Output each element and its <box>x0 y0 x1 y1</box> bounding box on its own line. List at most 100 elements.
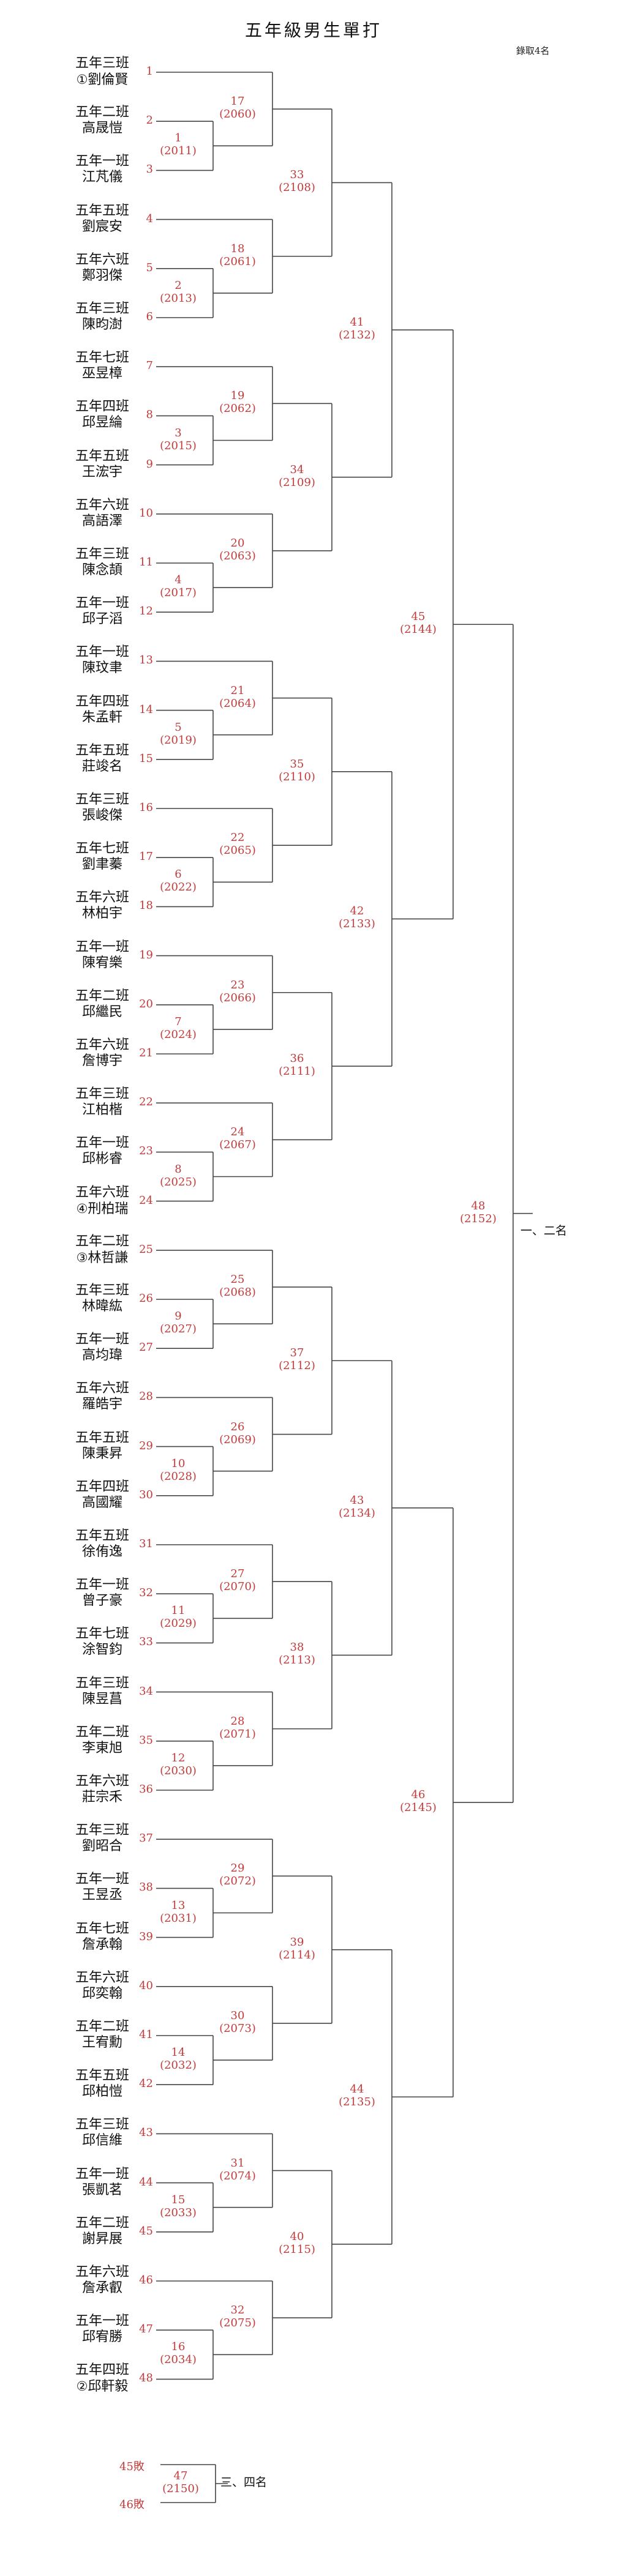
slot-number: 19 <box>139 948 153 961</box>
player-name-line: 陳昀澍 <box>56 317 148 333</box>
player-name: 陳昱菖 <box>81 1691 122 1707</box>
match-code: (2061) <box>219 255 256 268</box>
match-label: 21 (2064) <box>204 684 271 710</box>
match-label: 5 (2019) <box>145 721 212 747</box>
slot-number: 13 <box>139 654 153 667</box>
qualify-note: 錄取4名 <box>516 45 550 56</box>
player-name-line: 邱奕翰 <box>56 1986 148 2002</box>
match-number: 32 <box>230 2304 245 2317</box>
player-entry: 五年七班 劉聿蓁 <box>56 841 148 873</box>
player-name-line: 謝昇展 <box>56 2231 148 2247</box>
match-code: (2025) <box>160 1175 197 1189</box>
match-label: 9 (2027) <box>145 1310 212 1335</box>
slot-number: 15 <box>139 752 153 765</box>
player-name: 莊竣名 <box>81 758 122 774</box>
slot-number: 23 <box>139 1144 153 1158</box>
match-number: 20 <box>230 536 245 550</box>
player-name-line: 巫昱樟 <box>56 366 148 382</box>
match-code: (2067) <box>219 1138 256 1152</box>
seed-badge: ④ <box>76 1201 88 1216</box>
player-class: 五年一班 <box>75 2313 129 2329</box>
match-number: 17 <box>230 95 245 108</box>
slot-number: 48 <box>139 2372 153 2385</box>
player-name: 王浤宇 <box>81 464 122 480</box>
player-name: 邱信維 <box>81 2133 122 2149</box>
player-entry: 五年二班 謝昇展 <box>56 2216 148 2247</box>
match-number: 23 <box>230 978 245 991</box>
match-label: 32 (2075) <box>204 2304 271 2329</box>
match-number: 16 <box>171 2340 186 2354</box>
slot-number: 30 <box>139 1488 153 1501</box>
slot-number: 34 <box>139 1684 153 1698</box>
player-class: 五年六班 <box>75 252 129 267</box>
player-class: 五年一班 <box>75 1332 129 1348</box>
player-entry: 五年一班 江芃儀 <box>56 154 148 185</box>
slot-number: 6 <box>146 310 153 323</box>
match-code: (2134) <box>339 1506 375 1520</box>
player-class: 五年四班 <box>75 399 129 415</box>
player-name: 邱彬睿 <box>81 1151 122 1167</box>
match-number: 18 <box>230 242 245 255</box>
match-label: 42 (2133) <box>323 905 391 930</box>
slot-number: 28 <box>139 1390 153 1403</box>
player-name-line: 鄭羽傑 <box>56 268 148 284</box>
player-entry: 五年六班 羅皓宇 <box>56 1381 148 1413</box>
seed-badge: ① <box>76 72 88 87</box>
match-code: (2073) <box>219 2022 256 2035</box>
player-class: 五年五班 <box>75 203 129 218</box>
player-name-line: 莊宗禾 <box>56 1790 148 1805</box>
player-name: 陳秉昇 <box>81 1446 122 1462</box>
match-label: 27 (2070) <box>204 1567 271 1593</box>
slot-number: 20 <box>139 997 153 1010</box>
player-name: 高語澤 <box>81 513 122 529</box>
match-number: 33 <box>290 168 304 182</box>
player-name-line: 王宥勳 <box>56 2035 148 2051</box>
match-code: (2063) <box>219 549 256 562</box>
match-code: (2065) <box>219 844 256 857</box>
match-label: 47 (2150) <box>147 2470 214 2495</box>
match-label: 38 (2113) <box>263 1641 331 1667</box>
match-code: (2069) <box>219 1433 256 1446</box>
player-entry: 五年七班 詹承翰 <box>56 1921 148 1953</box>
player-name-line: 江柏楷 <box>56 1102 148 1118</box>
match-label: 6 (2022) <box>145 868 212 894</box>
player-name: 陳念頡 <box>81 562 122 578</box>
player-entry: 五年四班 邱昱綸 <box>56 399 148 431</box>
player-name: 詹博宇 <box>81 1053 122 1069</box>
slot-number: 26 <box>139 1292 153 1305</box>
slot-number: 2 <box>146 114 153 127</box>
match-number: 4 <box>175 573 182 587</box>
match-label: 33 (2108) <box>263 168 331 194</box>
match-code: (2064) <box>219 696 256 710</box>
player-entry: 五年二班 高晟愷 <box>56 105 148 136</box>
match-code: (2011) <box>160 144 197 158</box>
match-label: 7 (2024) <box>145 1015 212 1041</box>
match-code: (2029) <box>160 1617 197 1630</box>
player-entry: 五年五班 陳秉昇 <box>56 1430 148 1462</box>
match-number: 47 <box>173 2470 188 2482</box>
player-class: 五年六班 <box>75 1381 129 1397</box>
player-class: 五年二班 <box>75 2215 129 2231</box>
player-class: 五年五班 <box>75 1528 129 1544</box>
player-class: 五年六班 <box>75 2264 129 2280</box>
match-number: 44 <box>350 2083 364 2096</box>
player-name: 巫昱樟 <box>81 366 122 382</box>
player-class: 五年一班 <box>75 644 129 660</box>
player-class: 五年五班 <box>75 2068 129 2084</box>
match-number: 5 <box>175 720 182 734</box>
match-number: 8 <box>175 1162 182 1176</box>
match-label: 13 (2031) <box>145 1899 212 1925</box>
player-name: 王昱丞 <box>81 1887 122 1903</box>
player-name: 高均瑋 <box>81 1348 122 1364</box>
player-class: 五年三班 <box>75 2117 129 2133</box>
match-label: 8 (2025) <box>145 1163 212 1189</box>
player-name-line: 劉聿蓁 <box>56 857 148 873</box>
match-code: (2135) <box>339 2096 375 2109</box>
player-name: 林哲謙 <box>88 1250 129 1266</box>
player-class: 五年六班 <box>75 497 129 513</box>
match-label: 15 (2033) <box>145 2193 212 2219</box>
player-name-line: 劉宸安 <box>56 219 148 235</box>
player-name-line: 李東旭 <box>56 1741 148 1757</box>
match-number: 3 <box>175 426 182 439</box>
player-entry: 五年一班 陳宥樂 <box>56 939 148 971</box>
